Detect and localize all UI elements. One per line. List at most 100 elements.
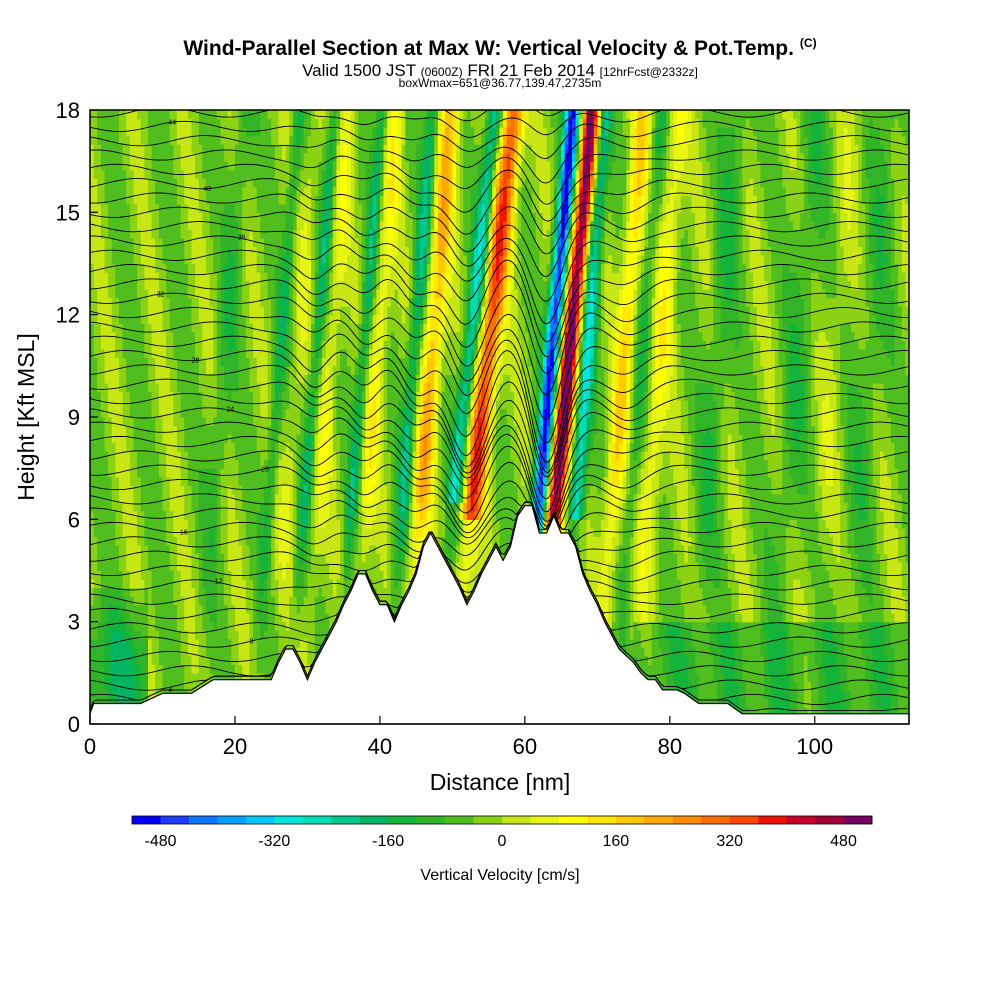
- field-cell: [832, 561, 838, 572]
- field-cell: [800, 664, 805, 674]
- field-cell: [677, 536, 682, 546]
- field-cell: [869, 553, 874, 563]
- field-cell: [611, 630, 617, 640]
- field-cell: [180, 604, 185, 614]
- field-cell: [180, 587, 185, 597]
- field-cell: [905, 579, 909, 589]
- field-cell: [321, 553, 327, 563]
- field-cell: [140, 570, 145, 580]
- field-cell: [195, 587, 200, 597]
- field-cell: [176, 681, 182, 691]
- field-cell: [195, 647, 200, 657]
- field-cell: [307, 536, 312, 546]
- field-cell: [209, 553, 214, 563]
- field-cell: [727, 681, 733, 691]
- field-cell: [629, 561, 635, 572]
- field-cell: [191, 630, 196, 640]
- field-cell: [227, 638, 232, 648]
- field-cell: [137, 579, 142, 589]
- field-cell: [702, 536, 707, 546]
- field-cell: [796, 561, 801, 572]
- field-cell: [745, 706, 751, 717]
- field-cell: [872, 621, 877, 631]
- field-cell: [836, 621, 841, 631]
- field-cell: [764, 698, 769, 708]
- field-cell: [93, 681, 98, 691]
- field-cell: [238, 587, 243, 597]
- field-cell: [100, 553, 106, 563]
- field-cell: [677, 544, 682, 555]
- field-cell: [756, 672, 762, 682]
- field-cell: [155, 561, 160, 572]
- field-cell: [825, 536, 830, 546]
- field-cell: [764, 621, 769, 631]
- field-cell: [133, 544, 138, 555]
- field-cell: [285, 621, 290, 631]
- field-cell: [716, 655, 722, 665]
- field-cell: [372, 536, 377, 546]
- field-cell: [144, 527, 149, 537]
- field-cell: [724, 587, 729, 597]
- field-cell: [253, 621, 258, 631]
- field-cell: [803, 647, 809, 657]
- field-cell: [796, 570, 801, 580]
- field-cell: [655, 570, 660, 580]
- field-cell: [292, 561, 298, 572]
- field-cell: [727, 698, 733, 708]
- field-cell: [706, 647, 711, 657]
- field-cell: [133, 579, 138, 589]
- field-cell: [274, 630, 280, 640]
- field-cell: [785, 579, 791, 589]
- field-cell: [611, 536, 617, 546]
- field-cell: [133, 613, 138, 623]
- field-cell: [691, 664, 696, 674]
- field-cell: [274, 621, 280, 631]
- field-cell: [115, 527, 120, 537]
- field-cell: [108, 536, 113, 546]
- field-cell: [803, 630, 809, 640]
- field-cell: [796, 655, 801, 665]
- field-cell: [318, 579, 323, 589]
- field-cell: [858, 561, 863, 572]
- field-cell: [289, 613, 294, 623]
- field-cell: [358, 561, 363, 572]
- field-cell: [713, 630, 718, 640]
- field-cell: [720, 621, 725, 631]
- field-cell: [894, 689, 899, 700]
- field-cell: [104, 647, 109, 657]
- field-cell: [742, 536, 747, 546]
- field-cell: [249, 536, 254, 546]
- field-cell: [691, 544, 696, 555]
- field-cell: [390, 579, 395, 589]
- field-cell: [709, 613, 714, 623]
- field-cell: [390, 596, 395, 606]
- field-cell: [662, 544, 667, 555]
- field-cell: [854, 638, 859, 648]
- field-cell: [151, 672, 156, 682]
- field-cell: [321, 613, 327, 623]
- field-cell: [93, 664, 98, 674]
- field-cell: [133, 561, 138, 572]
- field-cell: [173, 579, 178, 589]
- field-cell: [361, 536, 367, 546]
- field-cell: [803, 638, 809, 648]
- field-cell: [793, 561, 798, 572]
- field-cell: [144, 638, 149, 648]
- field-cell: [785, 672, 791, 682]
- field-cell: [640, 664, 646, 674]
- field-cell: [840, 689, 845, 700]
- field-cell: [314, 579, 319, 589]
- field-cell: [256, 604, 261, 614]
- field-cell: [651, 561, 656, 572]
- field-cell: [144, 579, 149, 589]
- field-cell: [133, 655, 138, 665]
- field-cell: [129, 681, 135, 691]
- field-cell: [93, 621, 98, 631]
- field-cell: [771, 664, 776, 674]
- field-cell: [162, 630, 167, 640]
- field-cell: [238, 655, 243, 665]
- field-cell: [466, 579, 472, 589]
- field-cell: [662, 596, 667, 606]
- field-cell: [680, 638, 685, 648]
- field-cell: [785, 706, 791, 717]
